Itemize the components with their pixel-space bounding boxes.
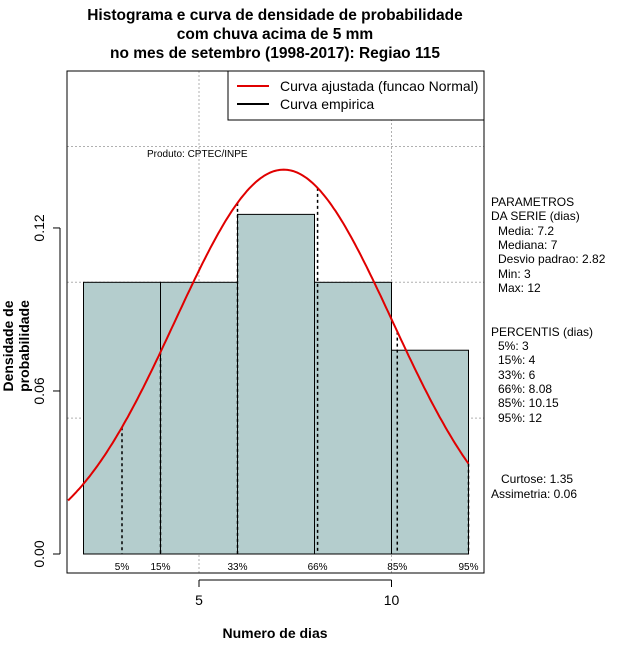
percentile-label-95: 95% [458,562,478,573]
histogram-bar-3 [237,213,315,555]
param-median: Mediana: 7 [498,238,558,252]
legend-empirical-label: Curva empirica [280,96,374,112]
parameters-heading-2: DA SERIE (dias) [491,209,580,223]
legend-fitted-label: Curva ajustada (funcao Normal) [280,78,478,94]
fitted-normal-curve [67,168,470,502]
percentile-label-66: 66% [308,562,328,573]
histogram-bar-4 [314,281,392,555]
percentile-label-33: 33% [227,562,247,573]
y-tick-label: 0.12 [31,214,47,241]
chart-title-line-2: com chuva acima de 5 mm [176,26,374,43]
pct-15: 15%: 4 [498,353,536,367]
fitted-curve-layer [67,168,470,502]
y-tick-label: 0.06 [31,377,47,404]
y-tick-label: 0.00 [31,540,47,567]
percentile-label-85: 85% [387,562,407,573]
axes: 0.00 0.06 0.12 5 10 [31,214,399,608]
chart-title-line-1: Histograma e curva de densidade de proba… [87,7,463,24]
pct-5: 5%: 3 [498,339,529,353]
y-axis-label: Densidade de probabilidade [0,300,32,392]
percentiles-heading: PERCENTIS (dias) [491,325,594,339]
chart-title-line-3: no mes de setembro (1998-2017): Regiao 1… [110,45,440,62]
pct-95: 95%: 12 [498,411,543,425]
x-tick-label: 5 [195,592,203,608]
legend-box [227,70,485,121]
pct-66: 66%: 8.08 [498,382,553,396]
pct-33: 33%: 6 [498,368,536,382]
percentile-label-15: 15% [150,562,170,573]
x-axis-label: Numero de dias [222,625,328,641]
parameters-heading-1: PARAMETROS [491,195,575,209]
histogram-bars [83,213,469,555]
param-min: Min: 3 [498,267,531,281]
histogram-bar-2 [160,281,238,555]
kurtosis-value: Curtose: 1.35 [501,472,574,486]
percentile-label-5: 5% [115,562,130,573]
param-max: Max: 12 [498,281,541,295]
param-sd: Desvio padrao: 2.82 [498,252,606,266]
histogram-bar-5 [391,349,469,555]
product-note: Produto: CPTEC/INPE [147,149,248,160]
percentile-markers: 5% 15% 33% 66% 85% 95% [115,187,479,573]
skewness-value: Assimetria: 0.06 [491,487,578,501]
param-mean: Media: 7.2 [498,224,555,238]
pct-85: 85%: 10.15 [498,396,559,410]
x-tick-label: 10 [384,592,400,608]
legend: Curva ajustada (funcao Normal) Curva emp… [227,70,485,121]
